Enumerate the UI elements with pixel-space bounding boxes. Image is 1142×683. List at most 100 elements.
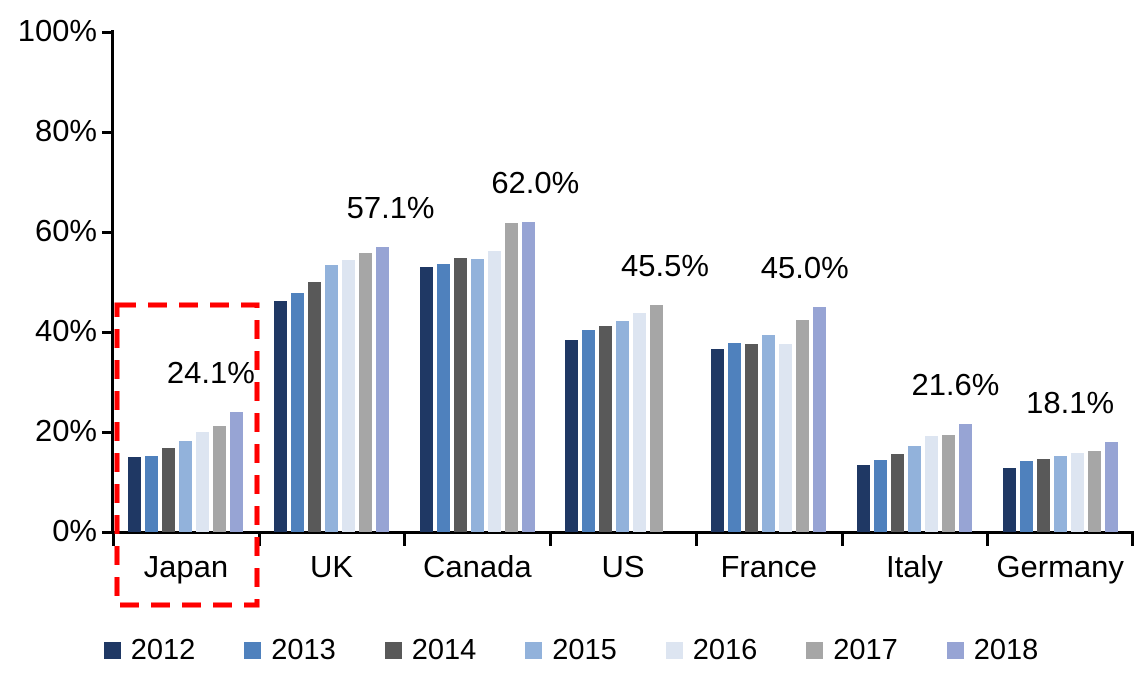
bar-2018-italy <box>958 424 972 532</box>
bar-2017-uk <box>359 253 373 532</box>
bar-2018-germany <box>1104 441 1118 532</box>
legend-swatch-icon <box>806 641 824 659</box>
bar-2014-us <box>599 326 613 532</box>
legend-swatch-icon <box>244 641 262 659</box>
bar-2018-uk <box>376 246 390 532</box>
legend-item-2016: 2016 <box>665 634 758 666</box>
legend-item-2015: 2015 <box>525 634 617 666</box>
legend-swatch-icon <box>384 641 402 659</box>
bar-2013-uk <box>291 292 305 532</box>
value-label-us: 45.5% <box>621 247 709 283</box>
bar-group-france: 45.0% <box>696 32 849 532</box>
legend-item-2017: 2017 <box>806 634 898 666</box>
legend-item-2013: 2013 <box>244 634 336 666</box>
bar-2014-uk <box>308 281 322 532</box>
bar-group-canada: 62.0% <box>404 32 579 532</box>
bar-2016-us <box>633 312 647 532</box>
x-axis-tick <box>403 533 407 546</box>
y-axis-tick <box>102 31 111 34</box>
bar-2012-us <box>565 340 579 532</box>
x-axis-tick <box>840 533 844 546</box>
bar-2013-italy <box>873 459 887 532</box>
value-label-uk: 57.1% <box>346 189 435 225</box>
x-axis-tick <box>694 533 698 546</box>
legend-label: 2013 <box>271 634 336 666</box>
bar-2012-japan <box>128 456 142 532</box>
bar-2017-us <box>650 304 664 532</box>
bar-2016-japan <box>196 432 210 532</box>
y-axis-tick <box>102 231 111 234</box>
bar-2017-japan <box>213 425 227 532</box>
x-axis-tick <box>112 533 115 546</box>
category-label-france: France <box>720 549 817 584</box>
y-axis-tick-label: 60% <box>34 213 97 248</box>
bar-2017-italy <box>941 434 955 532</box>
category-label-uk: UK <box>310 549 354 584</box>
bar-2013-canada <box>436 264 450 532</box>
bar-2017-germany <box>1087 450 1101 532</box>
bar-2016-uk <box>342 259 356 532</box>
y-axis-tick <box>102 131 111 134</box>
category-label-us: US <box>601 549 645 584</box>
bar-2016-italy <box>924 435 938 532</box>
bar-2015-france <box>762 335 776 532</box>
y-axis-tick-label: 80% <box>34 113 97 148</box>
category-label-italy: Italy <box>885 549 943 584</box>
bar-group-uk: 57.1% <box>259 32 435 532</box>
y-axis-tick-label: 100% <box>17 13 97 48</box>
x-axis-line <box>111 531 1134 534</box>
bar-2015-canada <box>470 258 484 532</box>
bar-2015-germany <box>1053 456 1067 532</box>
bar-2015-us <box>616 320 630 532</box>
y-axis-tick <box>102 531 111 534</box>
bar-group-japan: 24.1% <box>113 32 259 532</box>
legend-item-2012: 2012 <box>103 634 195 666</box>
category-label-canada: Canada <box>422 549 532 584</box>
bar-2017-canada <box>504 222 518 532</box>
bar-2018-canada <box>521 222 535 532</box>
bar-2012-france <box>711 348 725 532</box>
bar-2016-germany <box>1070 453 1084 532</box>
bar-2014-canada <box>453 257 467 532</box>
bar-2016-canada <box>487 250 501 532</box>
value-label-canada: 62.0% <box>491 165 580 200</box>
y-axis-tick-label: 40% <box>34 313 97 348</box>
legend: 2012 2013 2014 2015 2016 2017 2018 <box>0 634 1142 666</box>
x-axis-tick <box>1130 533 1134 546</box>
legend-label: 2015 <box>552 634 617 666</box>
y-axis-tick-label: 0% <box>52 513 97 548</box>
bar-2012-canada <box>419 266 433 532</box>
legend-label: 2014 <box>411 634 477 666</box>
bar-group-germany: 18.1% <box>987 32 1133 532</box>
x-axis-tick <box>986 533 990 546</box>
bar-2013-japan <box>145 455 159 532</box>
bar-2012-germany <box>1002 467 1016 532</box>
bar-2012-uk <box>274 300 288 532</box>
bar-2015-japan <box>179 441 193 532</box>
legend-item-2014: 2014 <box>384 634 477 666</box>
bar-2013-us <box>582 330 596 532</box>
legend-label: 2016 <box>692 634 758 666</box>
bar-2014-france <box>745 343 759 532</box>
value-label-italy: 21.6% <box>911 367 1000 402</box>
bar-2018-france <box>813 307 827 532</box>
legend-item-2018: 2018 <box>946 634 1039 666</box>
bar-2012-italy <box>856 464 870 532</box>
bar-2016-france <box>779 344 793 532</box>
legend-swatch-icon <box>665 641 683 659</box>
bar-2018-japan <box>230 411 244 532</box>
category-label-japan: Japan <box>143 549 229 584</box>
bar-2015-italy <box>907 446 921 532</box>
y-axis-tick-label: 20% <box>34 413 97 448</box>
legend-label: 2018 <box>973 634 1039 666</box>
bar-2014-italy <box>890 453 904 532</box>
y-axis-tick <box>102 331 111 334</box>
x-axis-tick <box>549 533 553 546</box>
legend-swatch-icon <box>103 641 121 659</box>
bar-2014-germany <box>1036 458 1050 532</box>
bar-2013-germany <box>1019 460 1033 532</box>
japan-highlight-box <box>114 302 260 608</box>
bar-2014-japan <box>162 447 176 532</box>
bar-2015-uk <box>325 265 339 532</box>
